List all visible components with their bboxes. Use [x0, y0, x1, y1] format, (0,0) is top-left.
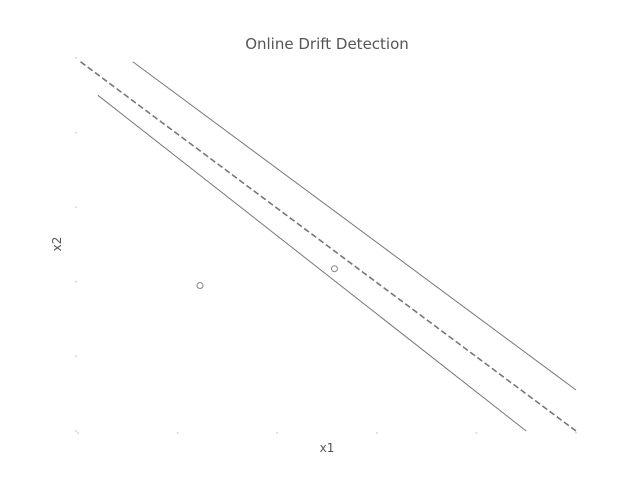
- y-tick-3: [75, 206, 77, 209]
- chart-title: Online Drift Detection: [245, 35, 409, 53]
- axis-ticks: [75, 57, 577, 434]
- y-tick-5: [75, 57, 77, 59]
- boundary-lines: [80, 61, 577, 432]
- x-tick-2: [276, 432, 279, 434]
- solid-margin-line-0: [132, 61, 577, 391]
- y-tick-2: [75, 280, 77, 283]
- y-tick-1: [75, 355, 77, 358]
- x-axis-label: x1: [320, 441, 335, 455]
- x-tick-4: [475, 432, 478, 434]
- y-axis-label: x2: [50, 237, 64, 252]
- y-tick-4: [75, 131, 77, 134]
- x-tick-5: [575, 432, 577, 434]
- x-tick-0: [77, 432, 79, 434]
- solid-margin-line-2: [97, 94, 527, 432]
- y-tick-0: [75, 430, 77, 432]
- data-point-1: [330, 265, 338, 273]
- x-tick-1: [176, 432, 179, 434]
- x-tick-3: [375, 432, 378, 434]
- data-point-0: [196, 282, 204, 290]
- dashed-boundary-line-1: [80, 61, 577, 432]
- data-points: [196, 265, 338, 290]
